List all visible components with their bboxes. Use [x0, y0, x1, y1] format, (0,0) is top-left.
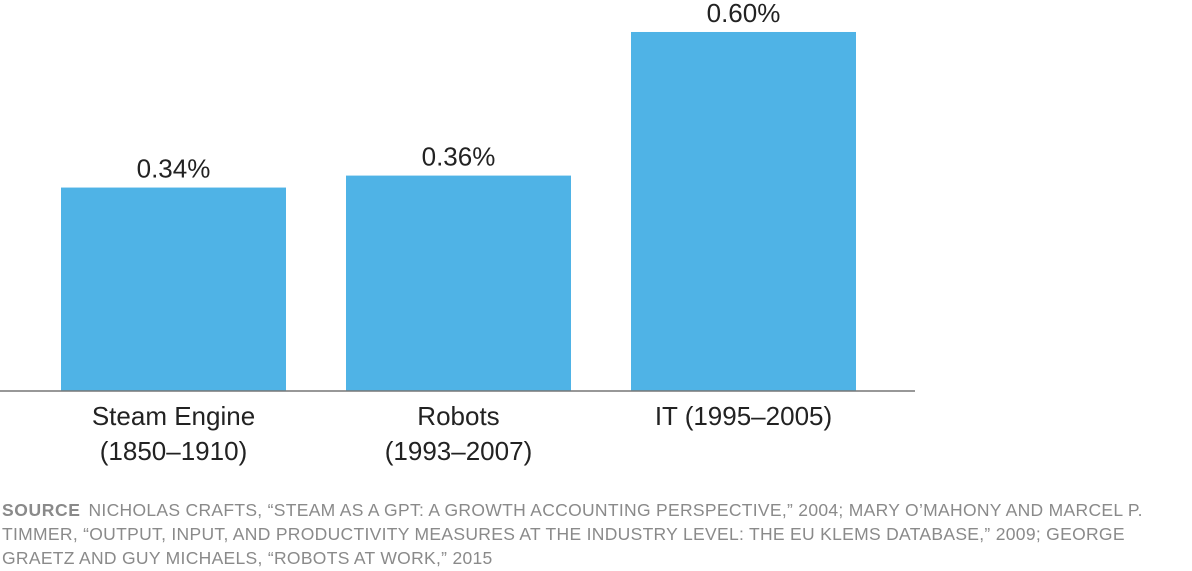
- bars-group: [61, 31, 856, 391]
- value-labels-group: 0.34% 0.36% 0.60%: [137, 0, 781, 184]
- value-label-3: 0.60%: [707, 0, 781, 28]
- bar-chart: 0.34% 0.36% 0.60% Steam Engine (1850–1910) R…: [0, 0, 915, 466]
- category-label-2-line-2: (1993–2007): [385, 436, 532, 466]
- category-label-1-line-1: Steam Engine: [92, 401, 255, 431]
- bar-1: [61, 187, 286, 391]
- source-text: NICHOLAS CRAFTS, “STEAM AS A GPT: A GROW…: [2, 500, 1143, 568]
- value-label-2: 0.36%: [422, 142, 496, 172]
- bar-2: [346, 175, 571, 391]
- bar-3: [631, 31, 856, 391]
- source-lead: SOURCE: [2, 500, 81, 520]
- value-label-1: 0.34%: [137, 154, 211, 184]
- category-label-2-line-1: Robots: [417, 401, 499, 431]
- category-label-3-line-1: IT (1995–2005): [655, 401, 832, 431]
- source-note: SOURCE NICHOLAS CRAFTS, “STEAM AS A GPT: …: [2, 498, 1190, 570]
- category-label-1-line-2: (1850–1910): [100, 436, 247, 466]
- category-labels-group: Steam Engine (1850–1910) Robots (1993–2007)…: [92, 401, 832, 466]
